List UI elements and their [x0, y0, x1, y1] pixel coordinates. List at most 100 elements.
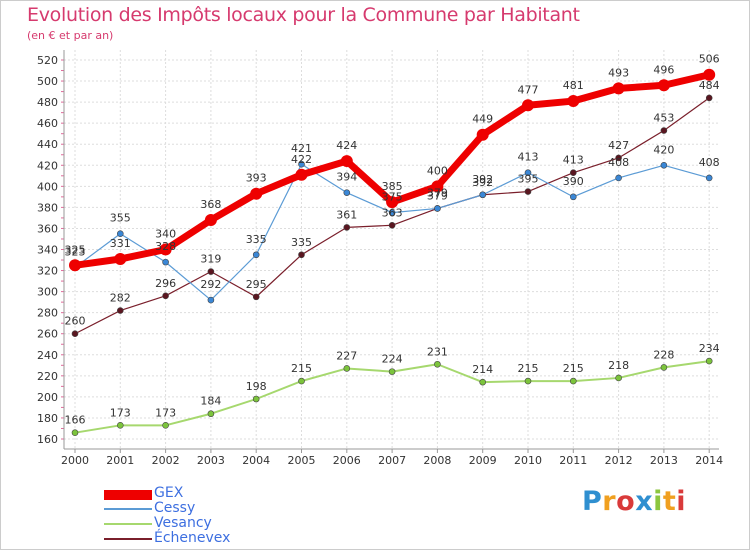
data-point	[388, 368, 396, 375]
data-label: 340	[155, 228, 176, 241]
data-label: 408	[699, 156, 720, 169]
data-label: 215	[518, 362, 539, 375]
data-point	[343, 224, 351, 231]
data-label: 496	[653, 63, 674, 76]
y-tick-label: 180	[37, 412, 58, 425]
data-point	[159, 243, 172, 256]
y-tick-label: 500	[37, 75, 58, 88]
data-label: 173	[155, 406, 176, 419]
y-tick-label: 320	[37, 265, 58, 278]
data-label: 379	[427, 189, 448, 202]
data-label: 484	[699, 79, 720, 92]
y-tick-label: 380	[37, 201, 58, 214]
y-tick-label: 300	[37, 286, 58, 299]
logo-letter: P	[582, 486, 603, 517]
x-tick-label: 2000	[61, 454, 89, 467]
data-label: 427	[608, 139, 629, 152]
data-point	[343, 189, 351, 196]
data-point	[295, 168, 308, 181]
data-point	[567, 95, 580, 108]
legend-label-gex: GEX	[154, 485, 184, 501]
chart-title: Evolution des Impôts locaux pour la Comm…	[27, 4, 580, 26]
data-label: 413	[563, 154, 584, 167]
data-point	[660, 364, 668, 371]
data-label: 335	[246, 233, 267, 246]
data-point	[612, 82, 625, 95]
logo-letter: i	[653, 486, 663, 517]
legend-label-cessy: Cessy	[154, 500, 196, 516]
x-tick-label: 2011	[559, 454, 587, 467]
data-point	[705, 94, 713, 102]
data-label: 481	[563, 79, 584, 92]
data-label: 361	[336, 208, 357, 221]
data-label: 385	[382, 180, 403, 193]
data-label: 400	[427, 164, 448, 177]
x-tick-label: 2014	[695, 454, 723, 467]
data-label: 234	[699, 342, 720, 355]
y-tick-label: 240	[37, 349, 58, 362]
logo-letter: t	[662, 486, 677, 517]
data-point	[431, 180, 444, 193]
data-point	[114, 252, 127, 265]
x-tick-label: 2002	[152, 454, 180, 467]
data-point	[162, 292, 169, 300]
data-point	[388, 221, 396, 229]
data-point	[162, 422, 169, 429]
data-point	[522, 99, 534, 112]
y-tick-label: 260	[37, 328, 58, 341]
data-point	[71, 330, 79, 338]
data-label: 506	[699, 53, 720, 66]
y-tick-label: 440	[37, 138, 58, 151]
data-label: 422	[291, 153, 312, 166]
data-point	[69, 259, 81, 272]
chart-subtitle: (en € et par an)	[27, 29, 114, 42]
x-tick-label: 2010	[514, 454, 542, 467]
data-point	[569, 377, 577, 385]
data-point	[252, 293, 260, 301]
data-label: 493	[608, 66, 629, 79]
data-point	[703, 68, 716, 81]
data-label: 325	[65, 243, 86, 256]
y-tick-label: 480	[37, 96, 58, 109]
data-label: 390	[563, 175, 584, 188]
y-tick-label: 400	[37, 180, 58, 193]
data-label: 328	[155, 240, 176, 253]
data-label: 375	[382, 191, 403, 204]
data-point	[524, 377, 532, 385]
data-point	[434, 205, 441, 212]
data-point	[615, 174, 622, 182]
data-label: 392	[472, 173, 493, 186]
y-tick-label: 200	[37, 391, 58, 404]
x-tick-label: 2008	[423, 454, 451, 467]
data-point	[298, 251, 305, 259]
data-label: 393	[246, 172, 267, 185]
x-tick-label: 2009	[469, 454, 497, 467]
data-label: 292	[200, 278, 221, 291]
y-tick-label: 160	[37, 433, 58, 446]
logo-letter: x	[635, 486, 654, 517]
data-point	[705, 357, 713, 365]
data-point	[660, 127, 668, 134]
data-label: 260	[65, 315, 86, 328]
x-tick-label: 2004	[242, 454, 270, 467]
data-label: 368	[200, 198, 221, 211]
data-point	[660, 161, 668, 169]
data-point	[117, 307, 124, 314]
data-label: 331	[110, 237, 131, 250]
data-point	[524, 169, 532, 176]
x-tick-label: 2006	[333, 454, 361, 467]
x-tick-label: 2007	[378, 454, 406, 467]
data-point	[343, 365, 351, 372]
data-point	[657, 79, 670, 92]
data-point	[479, 378, 487, 386]
data-label: 166	[65, 414, 86, 427]
legend-label-vesancy: Vesancy	[154, 515, 212, 531]
data-label: 408	[608, 156, 629, 169]
legend-swatch-gex	[104, 490, 152, 500]
data-label: 295	[246, 278, 267, 291]
data-point	[476, 128, 489, 141]
data-point	[204, 214, 217, 227]
x-tick-label: 2001	[106, 454, 134, 467]
data-point	[117, 422, 124, 429]
data-point	[250, 187, 263, 200]
